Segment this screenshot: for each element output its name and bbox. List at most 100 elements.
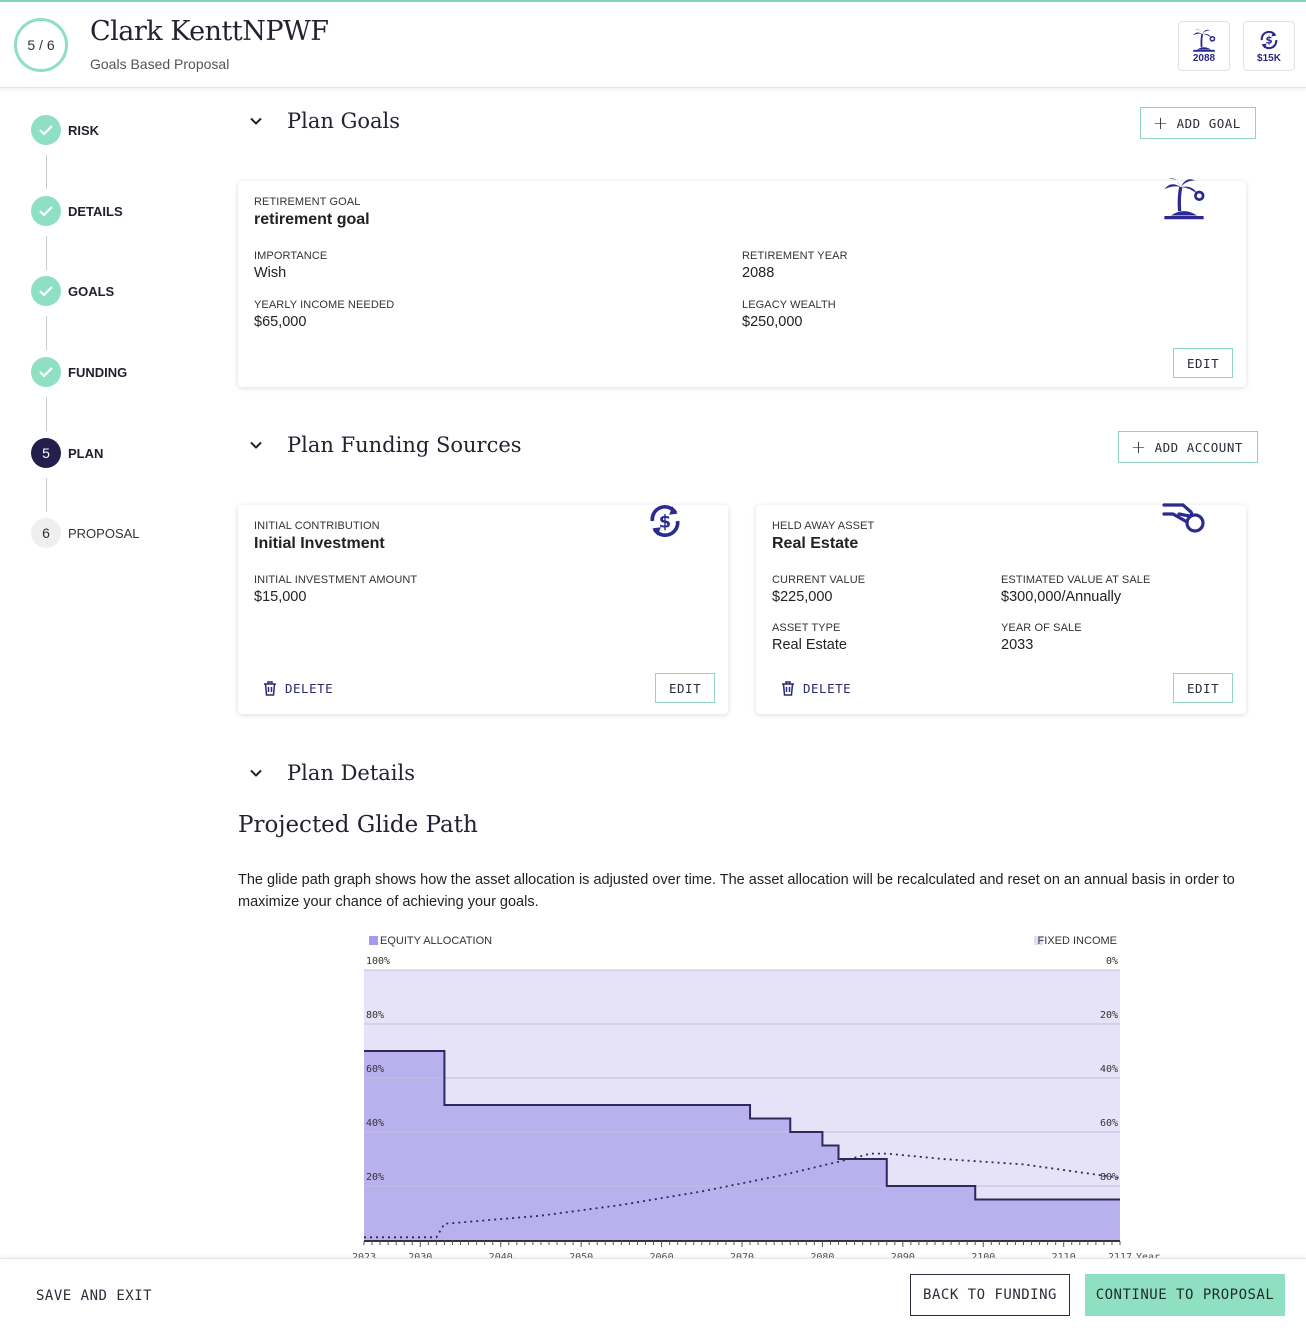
retirement-year-label: 2088 <box>1192 53 1216 64</box>
current-value-caption: CURRENT VALUE <box>772 574 866 586</box>
delete-label: DELETE <box>285 681 334 696</box>
step-connector <box>46 316 47 350</box>
step-proposal[interactable]: 6 PROPOSAL <box>31 518 140 548</box>
step-connector <box>46 236 47 270</box>
trash-icon <box>264 681 276 696</box>
x-tick-label: 2110 <box>1052 1252 1076 1258</box>
x-tick-label: 2090 <box>891 1252 915 1258</box>
asset-type-heading: HELD AWAY ASSET <box>772 520 875 532</box>
y-right-tick-label: 0% <box>1106 956 1118 967</box>
x-tick-label: 2050 <box>569 1252 593 1258</box>
asset-name: Real Estate <box>772 535 859 552</box>
back-to-funding-button[interactable]: BACK TO FUNDING <box>910 1274 1070 1316</box>
step-connector <box>46 397 47 431</box>
check-icon <box>31 357 61 387</box>
sale-value-caption: ESTIMATED VALUE AT SALE <box>1001 574 1151 586</box>
section-title: Plan Funding Sources <box>287 433 522 457</box>
hand-coin-icon <box>1162 503 1205 533</box>
legend-label-equity: EQUITY ALLOCATION <box>380 935 492 947</box>
y-right-tick-label: 40% <box>1100 1064 1118 1075</box>
proposal-type: Goals Based Proposal <box>90 56 230 72</box>
retirement-year-value: 2088 <box>742 265 775 281</box>
delete-asset-button[interactable]: DELETE <box>781 681 851 696</box>
glide-path-chart: EQUITY ALLOCATION FIXED INCOME 100% 0% 80% 20… <box>340 928 1170 1258</box>
chevron-down-icon[interactable] <box>248 437 264 453</box>
add-goal-label: ADD GOAL <box>1176 115 1241 131</box>
equity-allocation-line <box>364 1050 1120 1201</box>
delete-label: DELETE <box>803 681 852 696</box>
retirement-year-badge[interactable]: 2088 <box>1178 21 1230 71</box>
progress-indicator: 5 / 6 <box>14 18 68 72</box>
amount-value: $15,000 <box>254 589 307 605</box>
add-goal-button[interactable]: + ADD GOAL <box>1140 107 1256 139</box>
continue-to-proposal-button[interactable]: CONTINUE TO PROPOSAL <box>1085 1274 1285 1316</box>
goal-name: retirement goal <box>254 211 370 228</box>
step-details[interactable]: DETAILS <box>31 196 123 226</box>
step-label: PROPOSAL <box>68 525 140 541</box>
plus-icon: + <box>1131 436 1147 458</box>
step-number: 6 <box>31 518 61 548</box>
trash-icon <box>782 681 794 696</box>
client-name: Clark KenttNPWF <box>90 16 329 47</box>
check-icon <box>31 196 61 226</box>
step-label: GOALS <box>68 283 115 299</box>
goal-type-caption: RETIREMENT GOAL <box>254 196 361 208</box>
funding-type-caption: INITIAL CONTRIBUTION <box>254 520 380 532</box>
glide-path-title: Projected Glide Path <box>238 812 478 838</box>
equity-allocation-area <box>364 1051 1120 1240</box>
investment-amount-badge[interactable]: $ $15K <box>1243 21 1295 71</box>
section-title: Plan Details <box>287 761 415 785</box>
legend-swatch-fixed <box>1034 936 1043 945</box>
asset-type-value: Real Estate <box>772 637 847 653</box>
income-value: $65,000 <box>254 314 307 330</box>
add-account-button[interactable]: + ADD ACCOUNT <box>1118 431 1258 463</box>
retirement-goal-card: RETIREMENT GOAL retirement goal IMPORTAN… <box>238 178 1246 387</box>
glide-path-description: The glide path graph shows how the asset… <box>238 872 1235 910</box>
importance-value: Wish <box>254 265 287 281</box>
y-left-tick-label: 20% <box>366 1172 384 1183</box>
step-connector <box>46 478 47 512</box>
x-tick-label: 2030 <box>408 1252 432 1258</box>
delete-initial-button[interactable]: DELETE <box>263 681 333 696</box>
x-tick-label: 2023 <box>352 1252 376 1258</box>
plan-details-header[interactable]: Plan Details <box>248 761 415 785</box>
step-label: PLAN <box>68 445 104 461</box>
plan-goals-header[interactable]: Plan Goals <box>248 109 400 133</box>
edit-initial-button[interactable]: EDIT <box>655 673 716 703</box>
step-risk[interactable]: RISK <box>31 115 99 145</box>
y-left-tick-label: 40% <box>366 1118 384 1129</box>
step-label: DETAILS <box>68 203 123 219</box>
y-right-tick-label: 20% <box>1100 1010 1118 1021</box>
y-left-tick-label: 100% <box>366 956 390 967</box>
add-account-label: ADD ACCOUNT <box>1154 439 1243 455</box>
step-funding[interactable]: FUNDING <box>31 357 127 387</box>
step-label: RISK <box>68 122 100 138</box>
funding-name: Initial Investment <box>254 535 385 552</box>
step-connector <box>46 155 47 189</box>
dollar-cycle-icon: $ <box>1260 30 1278 50</box>
edit-goal-button[interactable]: EDIT <box>1173 348 1234 378</box>
importance-caption: IMPORTANCE <box>254 250 328 262</box>
page-footer: SAVE AND EXIT BACK TO FUNDING CONTINUE T… <box>0 1258 1306 1328</box>
chevron-down-icon[interactable] <box>248 113 264 129</box>
year-of-sale-caption: YEAR OF SALE <box>1001 622 1082 634</box>
step-goals[interactable]: GOALS <box>31 276 114 306</box>
save-and-exit-button[interactable]: SAVE AND EXIT <box>36 1288 153 1304</box>
x-unit-label: Year <box>1136 1252 1160 1258</box>
asset-type-caption: ASSET TYPE <box>772 622 841 634</box>
step-plan[interactable]: 5 PLAN <box>31 438 103 468</box>
legend-label-fixed: FIXED INCOME <box>1038 935 1117 947</box>
initial-investment-card: $ INITIAL CONTRIBUTION Initial Investmen… <box>238 505 728 714</box>
chevron-down-icon[interactable] <box>248 765 264 781</box>
svg-text:$: $ <box>1265 36 1272 47</box>
y-left-tick-label: 60% <box>366 1064 384 1075</box>
current-value: $225,000 <box>772 589 833 605</box>
check-icon <box>31 115 61 145</box>
investment-amount-label: $15K <box>1257 53 1281 64</box>
x-tick-label: 2060 <box>650 1252 674 1258</box>
x-tick-label: 2040 <box>489 1252 513 1258</box>
glide-path-svg: EQUITY ALLOCATION FIXED INCOME 100% 0% 80% 20… <box>352 935 1160 1258</box>
edit-asset-button[interactable]: EDIT <box>1173 673 1234 703</box>
real-estate-card: HELD AWAY ASSET Real Estate CURRENT VALU… <box>756 503 1246 714</box>
plan-funding-header[interactable]: Plan Funding Sources <box>248 433 522 457</box>
